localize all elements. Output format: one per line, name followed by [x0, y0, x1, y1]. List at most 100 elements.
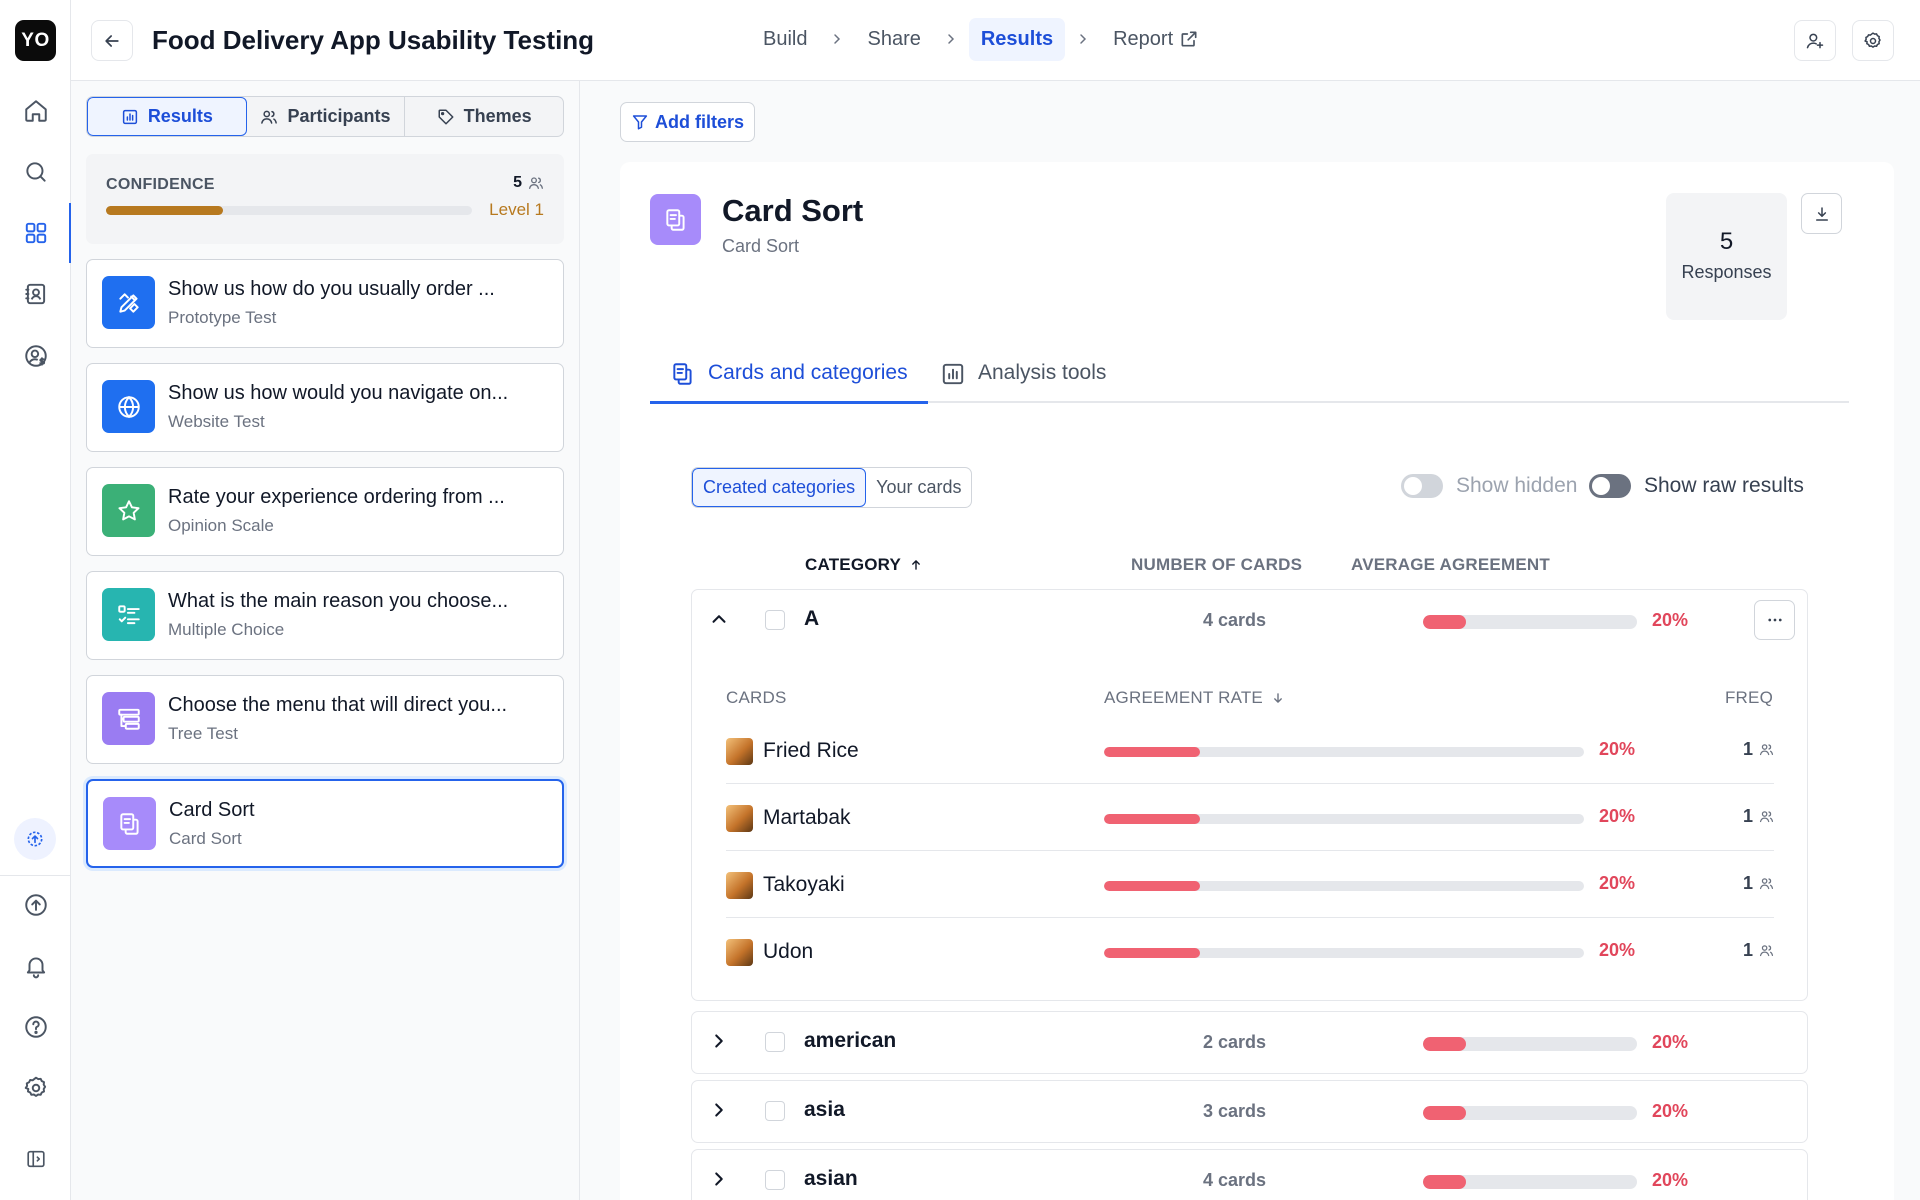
- category-checkbox[interactable]: [765, 610, 785, 630]
- category-name: asian: [804, 1167, 858, 1190]
- responses-label: Responses: [1681, 262, 1772, 282]
- column-agreement-rate[interactable]: AGREEMENT RATE: [1104, 688, 1285, 708]
- settings-icon[interactable]: [19, 1071, 53, 1105]
- projects-grid-icon[interactable]: [19, 216, 53, 250]
- category-row[interactable]: asian 4 cards 20%: [691, 1149, 1808, 1200]
- category-checkbox[interactable]: [765, 1170, 785, 1190]
- question-card[interactable]: Choose the menu that will direct you... …: [86, 675, 564, 764]
- question-type: Multiple Choice: [168, 620, 285, 639]
- card-sort-icon: [650, 194, 701, 245]
- question-title: Show us how do you usually order ...: [168, 278, 495, 300]
- show-raw-results-switch[interactable]: Show raw results: [1589, 474, 1804, 498]
- workspace-logo[interactable]: YO: [15, 20, 56, 61]
- analysis-tabs: Cards and categories Analysis tools: [650, 357, 1849, 404]
- question-card[interactable]: Rate your experience ordering from ... O…: [86, 467, 564, 556]
- category-row[interactable]: asia 3 cards 20%: [691, 1080, 1808, 1143]
- collapse-sidebar-icon[interactable]: [19, 1142, 53, 1176]
- agreement-rate-bar: [1104, 814, 1584, 824]
- rail-active-indicator: [69, 203, 71, 263]
- chevron-right-icon[interactable]: [708, 1099, 730, 1121]
- add-filters-button[interactable]: Add filters: [620, 102, 756, 142]
- confidence-participant-count: 5: [513, 174, 544, 192]
- card-sort-icon: [673, 363, 692, 385]
- category-checkbox[interactable]: [765, 1032, 785, 1052]
- card-name: Martabak: [763, 806, 851, 829]
- chevron-up-icon[interactable]: [708, 608, 730, 630]
- your-cards-toggle[interactable]: Your cards: [876, 477, 962, 497]
- agreement-rate: 20%: [1599, 806, 1636, 826]
- step-build[interactable]: Build: [763, 27, 808, 50]
- toggle-switch[interactable]: [1589, 474, 1631, 498]
- help-icon[interactable]: [19, 1010, 53, 1044]
- step-results[interactable]: Results: [968, 17, 1066, 61]
- tab-cards-and-categories[interactable]: Cards and categories: [650, 357, 928, 404]
- sort-descending-icon: [1274, 693, 1282, 703]
- category-checkbox[interactable]: [765, 1101, 785, 1121]
- search-icon[interactable]: [19, 155, 53, 189]
- created-categories-toggle[interactable]: Created categories: [692, 468, 867, 507]
- block-subtitle: Card Sort: [722, 236, 800, 256]
- agreement-rate-bar: [1104, 747, 1584, 757]
- external-link-icon: [1181, 31, 1197, 47]
- agreement-percent: 20%: [1652, 1101, 1689, 1121]
- show-hidden-switch[interactable]: Show hidden: [1401, 474, 1577, 498]
- card-row[interactable]: Fried Rice 20% 1: [726, 717, 1774, 784]
- card-row[interactable]: Udon 20% 1: [726, 918, 1774, 985]
- results-view-tabs: Results Participants Themes: [86, 96, 564, 137]
- column-cards: CARDS: [726, 688, 787, 707]
- agreement-rate-bar-fill: [1104, 948, 1200, 958]
- question-card[interactable]: Show us how would you navigate on... Web…: [86, 363, 564, 452]
- users-icon: [1759, 811, 1774, 823]
- tab-analysis-tools[interactable]: Analysis tools: [940, 357, 1106, 403]
- confidence-progress-fill: [106, 206, 224, 215]
- tab-results[interactable]: Results: [87, 97, 247, 136]
- column-freq: FREQ: [1724, 688, 1773, 707]
- confidence-progress-bar: [106, 206, 472, 215]
- upload-icon[interactable]: [19, 888, 53, 922]
- card-name: Fried Rice: [763, 739, 859, 762]
- download-button[interactable]: [1801, 193, 1842, 234]
- chevron-right-icon[interactable]: [708, 1030, 730, 1052]
- card-name: Takoyaki: [763, 873, 845, 896]
- column-average-agreement[interactable]: AVERAGE AGREEMENT: [1351, 555, 1550, 574]
- step-share[interactable]: Share: [867, 27, 921, 50]
- tab-themes[interactable]: Themes: [405, 97, 563, 136]
- upload-status-icon[interactable]: [14, 818, 56, 860]
- more-options-button[interactable]: [1754, 600, 1795, 640]
- card-row[interactable]: Takoyaki 20% 1: [726, 851, 1774, 918]
- question-title: Card Sort: [169, 799, 255, 821]
- contacts-icon[interactable]: [19, 277, 53, 311]
- card-thumbnail: [726, 738, 753, 765]
- tag-icon: [438, 109, 454, 124]
- category-row[interactable]: american 2 cards 20%: [691, 1011, 1808, 1074]
- step-report[interactable]: Report: [1101, 18, 1211, 61]
- category-header[interactable]: A 4 cards 20%: [692, 590, 1809, 650]
- question-card[interactable]: Show us how do you usually order ... Pro…: [86, 259, 564, 348]
- question-card[interactable]: What is the main reason you choose... Mu…: [86, 571, 564, 660]
- agreement-rate-bar-fill: [1104, 814, 1200, 824]
- category-name: A: [804, 607, 820, 630]
- home-icon[interactable]: [19, 94, 53, 128]
- card-sort-icon: [103, 797, 156, 850]
- question-card-active[interactable]: Card Sort Card Sort: [86, 779, 564, 868]
- project-settings-button[interactable]: [1852, 20, 1894, 61]
- chevron-right-icon[interactable]: [708, 1168, 730, 1190]
- column-category[interactable]: CATEGORY: [805, 555, 923, 575]
- bell-icon[interactable]: [19, 949, 53, 983]
- rail-divider: [0, 875, 71, 876]
- back-button[interactable]: [91, 20, 133, 61]
- chevron-right-icon: [943, 31, 959, 47]
- column-number-of-cards[interactable]: NUMBER OF CARDS: [1131, 555, 1303, 574]
- card-thumbnail: [726, 872, 753, 899]
- globe-icon: [102, 380, 155, 433]
- card-row[interactable]: Martabak 20% 1: [726, 784, 1774, 851]
- billing-user-icon[interactable]: [19, 339, 53, 373]
- add-collaborator-button[interactable]: [1794, 20, 1836, 61]
- main-content: Add filters Card Sort Card Sort 5 Respon…: [580, 81, 1920, 1200]
- tree-icon: [102, 692, 155, 745]
- icon-rail: YO: [0, 0, 71, 1200]
- toggle-switch[interactable]: [1401, 474, 1443, 498]
- tab-participants[interactable]: Participants: [247, 97, 406, 136]
- agreement-bar: [1423, 1037, 1637, 1051]
- card-frequency: 1: [1743, 739, 1774, 760]
